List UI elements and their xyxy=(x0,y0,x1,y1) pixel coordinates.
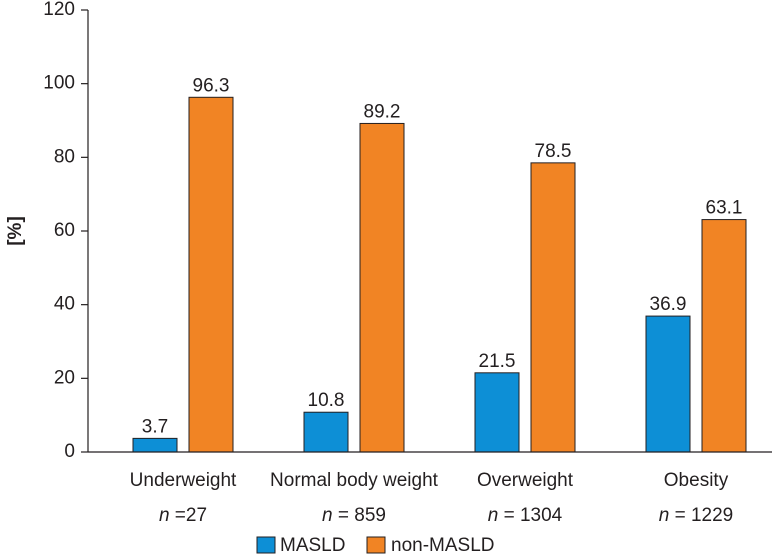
data-label: 3.7 xyxy=(142,416,168,437)
category-label: Underweight xyxy=(130,470,237,491)
bar-non-masld-0 xyxy=(188,96,234,453)
legend: MASLD non-MASLD xyxy=(256,535,495,556)
bar-masld-1 xyxy=(303,411,349,453)
bar-masld-3 xyxy=(645,315,691,453)
n-symbol: n xyxy=(488,505,499,526)
category-n-label: n = 1304 xyxy=(488,505,563,526)
y-tick-label: 20 xyxy=(54,367,75,388)
n-symbol: n xyxy=(159,505,170,526)
category-n-label: n =27 xyxy=(159,505,207,526)
bar-non-masld-2 xyxy=(530,162,576,453)
bar-non-masld-1 xyxy=(359,122,405,453)
legend-label-masld: MASLD xyxy=(280,535,345,556)
bar-non-masld-3 xyxy=(701,219,747,453)
legend-label-non-masld: non-MASLD xyxy=(391,535,495,556)
category-n-label: n = 1229 xyxy=(659,505,734,526)
category-n-label: n = 859 xyxy=(322,505,386,526)
data-label: 21.5 xyxy=(479,351,516,372)
y-tick-label: 40 xyxy=(54,294,75,315)
n-value: = 859 xyxy=(333,505,386,526)
n-value: = 1229 xyxy=(669,505,733,526)
category-label: Obesity xyxy=(664,470,729,491)
bars xyxy=(132,96,747,453)
y-tick-label: 60 xyxy=(54,220,75,241)
n-symbol: n xyxy=(322,505,333,526)
n-symbol: n xyxy=(659,505,670,526)
data-label: 78.5 xyxy=(535,141,572,162)
bar-masld-0 xyxy=(132,437,178,453)
legend-swatch-non-masld xyxy=(366,536,386,554)
data-label: 89.2 xyxy=(364,101,401,122)
y-tick-label: 0 xyxy=(64,441,75,462)
category-label: Normal body weight xyxy=(270,470,439,491)
y-tick-label: 120 xyxy=(43,0,75,20)
data-label: 36.9 xyxy=(650,294,687,315)
y-tick-label: 100 xyxy=(43,73,75,94)
y-tick-label: 80 xyxy=(54,146,75,167)
category-label: Overweight xyxy=(477,470,574,491)
data-label: 10.8 xyxy=(308,390,345,411)
data-label: 96.3 xyxy=(193,75,230,96)
bar-masld-2 xyxy=(474,372,520,453)
data-label: 63.1 xyxy=(706,198,743,219)
n-value: =27 xyxy=(170,505,208,526)
legend-swatch-masld xyxy=(256,536,276,554)
y-axis-label: [%] xyxy=(5,216,26,246)
category-labels: Underweight n =27 Normal body weight n = 85… xyxy=(130,470,734,526)
n-value: = 1304 xyxy=(498,505,562,526)
y-ticks: 0 20 40 60 80 100 120 xyxy=(43,0,88,462)
data-labels: 3.7 96.3 10.8 89.2 21.5 78.5 36.9 63.1 xyxy=(142,75,743,437)
